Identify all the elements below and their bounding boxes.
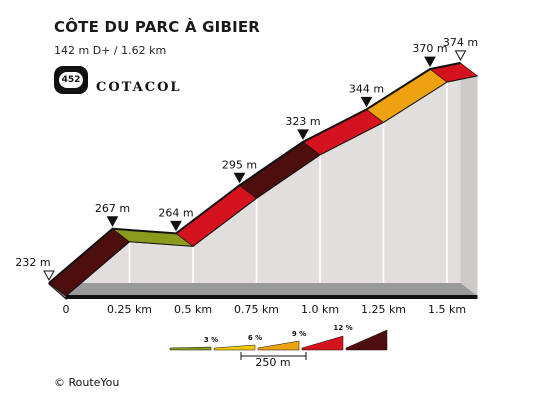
climb-stats: 142 m D+ / 1.62 km — [54, 44, 167, 57]
elevation-label: 264 m — [158, 206, 193, 219]
x-tick-label: 1.25 km — [361, 303, 406, 316]
legend-swatch — [213, 344, 256, 351]
x-tick-label: 0.5 km — [174, 303, 212, 316]
elevation-label: 370 m — [412, 42, 447, 55]
legend-swatch — [257, 340, 300, 351]
elevation-marker — [43, 270, 55, 282]
elevation-marker — [454, 50, 467, 61]
legend-grade-label: 12 % — [333, 324, 352, 332]
climb-title: CÔTE DU PARC À GIBIER — [54, 18, 261, 36]
elevation-label: 374 m — [443, 36, 478, 49]
legend-grade-label: 9 % — [292, 330, 306, 338]
cotacol-badge: 452 — [54, 66, 88, 94]
x-tick-label: 0.25 km — [107, 303, 152, 316]
profile-front-edge — [65, 75, 478, 297]
elevation-marker — [424, 56, 436, 68]
legend-grade-label: 3 % — [204, 336, 218, 344]
base-front-band — [66, 296, 478, 299]
elevation-label: 232 m — [15, 256, 50, 269]
legend-grade-label: 6 % — [248, 334, 262, 342]
elevation-label: 344 m — [349, 82, 384, 95]
base-top — [49, 283, 478, 296]
legend-swatch — [301, 335, 344, 351]
profile-wall — [66, 75, 478, 297]
elevation-label: 267 m — [95, 202, 130, 215]
elevation-marker — [297, 129, 309, 140]
elevation-label: 323 m — [285, 115, 320, 128]
elevation-marker — [360, 96, 373, 108]
elevation-marker — [170, 220, 182, 232]
legend-swatch — [345, 329, 388, 351]
cotacol-number: 452 — [59, 72, 83, 88]
grade-legend: 3 % 6 % 9 % 12 % 250 m — [169, 324, 388, 369]
x-tick-label: 0.75 km — [234, 303, 279, 316]
legend-swatch — [169, 346, 212, 351]
elevation-marker — [233, 172, 246, 184]
profile-end-face — [460, 62, 478, 297]
profile-back-edge — [48, 61, 461, 284]
elevation-marker — [106, 216, 119, 227]
x-tick-label: 1.0 km — [301, 303, 339, 316]
cotacol-logo-text: COTACOL — [96, 80, 182, 95]
x-tick-label: 0 — [63, 303, 70, 316]
routeyou-credit: © RouteYou — [54, 376, 120, 389]
legend-scale-label: 250 m — [255, 356, 290, 369]
x-tick-label: 1.5 km — [428, 303, 466, 316]
elevation-label: 295 m — [222, 158, 257, 171]
